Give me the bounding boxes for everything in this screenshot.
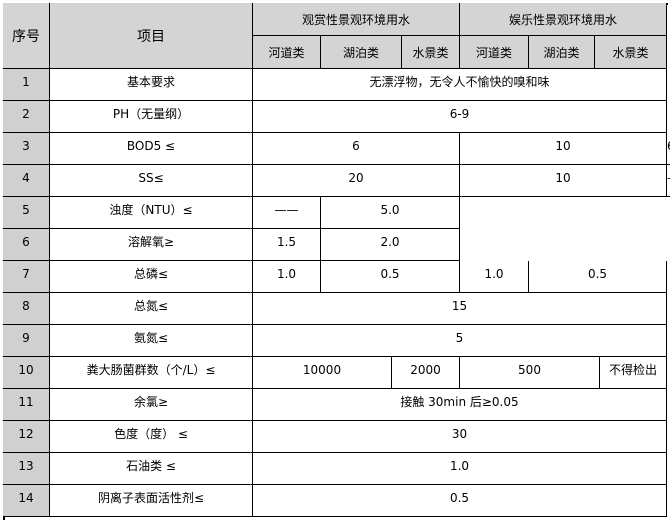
- row-value: 0.5: [253, 485, 667, 517]
- row-value: 1.0: [253, 261, 321, 293]
- row-value: 不得检出: [600, 357, 667, 389]
- header-item: 项目: [50, 3, 253, 69]
- header-sub-3: 河道类: [460, 36, 529, 69]
- row-value: 0.5: [529, 261, 667, 293]
- row-item: 基本要求: [50, 69, 253, 101]
- header-seq: 序号: [3, 3, 50, 69]
- row-value: 5.0: [321, 197, 460, 229]
- row-item: SS≤: [50, 165, 253, 197]
- row-item: 总磷≤: [50, 261, 253, 293]
- row-value: ——: [253, 197, 321, 229]
- row-number: 7: [3, 261, 50, 293]
- row-value: ——: [667, 165, 670, 197]
- header-group-recreational: 娱乐性景观环境用水: [460, 3, 667, 36]
- row-number: 9: [3, 325, 50, 357]
- row-item: 总氮≤: [50, 293, 253, 325]
- row-value: 5: [253, 325, 667, 357]
- row-number: 5: [3, 197, 50, 229]
- row-item: 浊度（NTU）≤: [50, 197, 253, 229]
- row-value: 接触 30min 后≥0.05: [253, 389, 667, 421]
- header-sub-0: 河道类: [253, 36, 321, 69]
- row-item: BOD5 ≤: [50, 133, 253, 165]
- row-item: 色度（度） ≤: [50, 421, 253, 453]
- row-value: 无漂浮物，无令人不愉快的嗅和味: [253, 69, 667, 101]
- row-number: 4: [3, 165, 50, 197]
- row-number: 12: [3, 421, 50, 453]
- row-item: 粪大肠菌群数（个/L）≤: [50, 357, 253, 389]
- water-quality-table: 序号 项目 观赏性景观环境用水 娱乐性景观环境用水 河道类 湖泊类 水景类 河道类 湖泊类 水景类…: [3, 3, 670, 520]
- row-value: 10: [460, 165, 667, 197]
- row-item: PH（无量纲）: [50, 101, 253, 133]
- row-number: 14: [3, 485, 50, 517]
- row-value: 2.0: [321, 229, 460, 261]
- row-value: 6: [253, 133, 460, 165]
- row-number: 10: [3, 357, 50, 389]
- row-value: 10: [460, 133, 667, 165]
- row-value: 6: [667, 133, 670, 165]
- row-item: 石油类 ≤: [50, 453, 253, 485]
- row-number: 3: [3, 133, 50, 165]
- row-item: 氨氮≤: [50, 325, 253, 357]
- header-sub-2: 水景类: [402, 36, 460, 69]
- row-value: 1.5: [253, 229, 321, 261]
- header-sub-5: 水景类: [595, 36, 667, 69]
- row-number: 1: [3, 69, 50, 101]
- row-number: 8: [3, 293, 50, 325]
- row-number: 13: [3, 453, 50, 485]
- header-group-ornamental: 观赏性景观环境用水: [253, 3, 460, 36]
- row-value: 1.0: [460, 261, 529, 293]
- row-value: 1.0: [253, 453, 667, 485]
- row-value: 2000: [392, 357, 460, 389]
- row-item: 余氯≥: [50, 389, 253, 421]
- row-value: 6-9: [253, 101, 667, 133]
- header-sub-4: 湖泊类: [529, 36, 595, 69]
- row-number: 6: [3, 229, 50, 261]
- row-number: 11: [3, 389, 50, 421]
- row-item: 溶解氧≥: [50, 229, 253, 261]
- row-value: 30: [253, 421, 667, 453]
- row-item: 阴离子表面活性剂≤: [50, 485, 253, 517]
- header-sub-1: 湖泊类: [321, 36, 402, 69]
- row-value: 20: [253, 165, 460, 197]
- row-value: 15: [253, 293, 667, 325]
- row-number: 2: [3, 101, 50, 133]
- row-value: 500: [460, 357, 600, 389]
- row-value: 0.5: [321, 261, 460, 293]
- row-value: 10000: [253, 357, 392, 389]
